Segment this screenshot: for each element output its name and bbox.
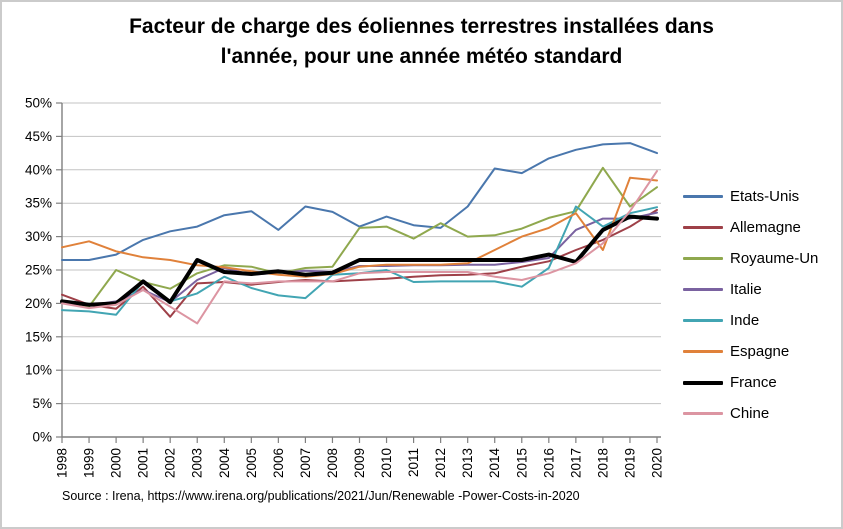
x-axis-label: 2005 — [244, 448, 259, 478]
x-axis-label: 2007 — [298, 448, 313, 478]
series-line-etats-unis — [61, 142, 658, 261]
x-axis-label: 2000 — [109, 448, 124, 478]
series-line-chine — [61, 170, 658, 325]
series-line-espagne — [61, 176, 658, 278]
legend-item-inde: Inde — [683, 310, 841, 331]
x-axis-label: 2020 — [650, 448, 665, 478]
y-axis-label: 5% — [32, 396, 52, 411]
x-axis-label: 1999 — [82, 448, 97, 478]
x-axis-label: 2018 — [595, 448, 610, 478]
chart-title-line1: Facteur de charge des éoliennes terrestr… — [129, 15, 714, 38]
legend-item-italie: Italie — [683, 279, 841, 300]
y-axis-label: 50% — [25, 96, 52, 111]
x-axis-label: 2009 — [352, 448, 367, 478]
y-axis-label: 20% — [25, 296, 52, 311]
x-axis-label: 2011 — [406, 448, 421, 477]
x-axis-label: 2013 — [460, 448, 475, 478]
legend-label: Royaume-Un — [730, 250, 819, 267]
legend-label: Etats-Unis — [730, 188, 800, 205]
legend-item-etats-unis: Etats-Unis — [683, 186, 841, 207]
legend-label: Allemagne — [730, 219, 801, 236]
x-axis-label: 2012 — [433, 448, 448, 478]
x-axis-label: 2004 — [217, 448, 232, 479]
source-text: Source : Irena, https://www.irena.org/pu… — [62, 489, 580, 503]
legend-item-chine: Chine — [683, 403, 841, 424]
legend-item-france: France — [683, 372, 841, 393]
x-axis-label: 1998 — [55, 448, 70, 478]
legend-line-swatch — [683, 380, 723, 385]
x-axis-label: 2006 — [271, 448, 286, 478]
y-axis-label: 30% — [25, 229, 52, 244]
x-axis-label: 2008 — [325, 448, 340, 478]
x-axis-label: 2015 — [514, 448, 529, 478]
legend-label: Italie — [730, 281, 762, 298]
x-axis-label: 2014 — [487, 448, 502, 479]
y-axis-label: 0% — [32, 430, 52, 445]
legend-label: Chine — [730, 405, 770, 422]
legend-label: Inde — [730, 312, 760, 329]
x-axis-label: 2002 — [163, 448, 178, 478]
legend-label: Espagne — [730, 343, 790, 360]
legend-line-swatch — [683, 257, 723, 260]
x-axis-label: 2019 — [622, 448, 637, 478]
y-axis-label: 25% — [25, 263, 52, 278]
chart-legend: Etats-Unis Allemagne Royaume-Un Italie Inde E… — [683, 186, 841, 434]
y-axis-label: 40% — [25, 162, 52, 177]
legend-line-swatch — [683, 319, 723, 322]
y-axis-label: 10% — [25, 363, 52, 378]
legend-line-swatch — [683, 350, 723, 353]
legend-line-swatch — [683, 226, 723, 229]
y-axis-label: 15% — [25, 329, 52, 344]
series-line-royaume-un — [61, 166, 658, 308]
x-axis-label: 2003 — [190, 448, 205, 478]
y-axis-label: 45% — [25, 129, 52, 144]
y-axis-label: 35% — [25, 196, 52, 211]
chart-title-line2: l'année, pour une année météo standard — [220, 45, 623, 69]
legend-label: France — [730, 374, 777, 391]
legend-line-swatch — [683, 288, 723, 291]
x-axis-label: 2017 — [568, 448, 583, 478]
legend-item-allemagne: Allemagne — [683, 217, 841, 238]
legend-item-espagne: Espagne — [683, 341, 841, 362]
x-axis-label: 2001 — [136, 448, 151, 478]
series-line-france — [60, 214, 659, 307]
x-axis-label: 2016 — [541, 448, 556, 478]
chart-title: Facteur de charge des éoliennes terrestr… — [50, 12, 793, 73]
legend-line-swatch — [683, 412, 723, 415]
x-axis-label: 2010 — [379, 448, 394, 478]
legend-line-swatch — [683, 195, 723, 198]
legend-item-royaume-un: Royaume-Un — [683, 248, 841, 269]
